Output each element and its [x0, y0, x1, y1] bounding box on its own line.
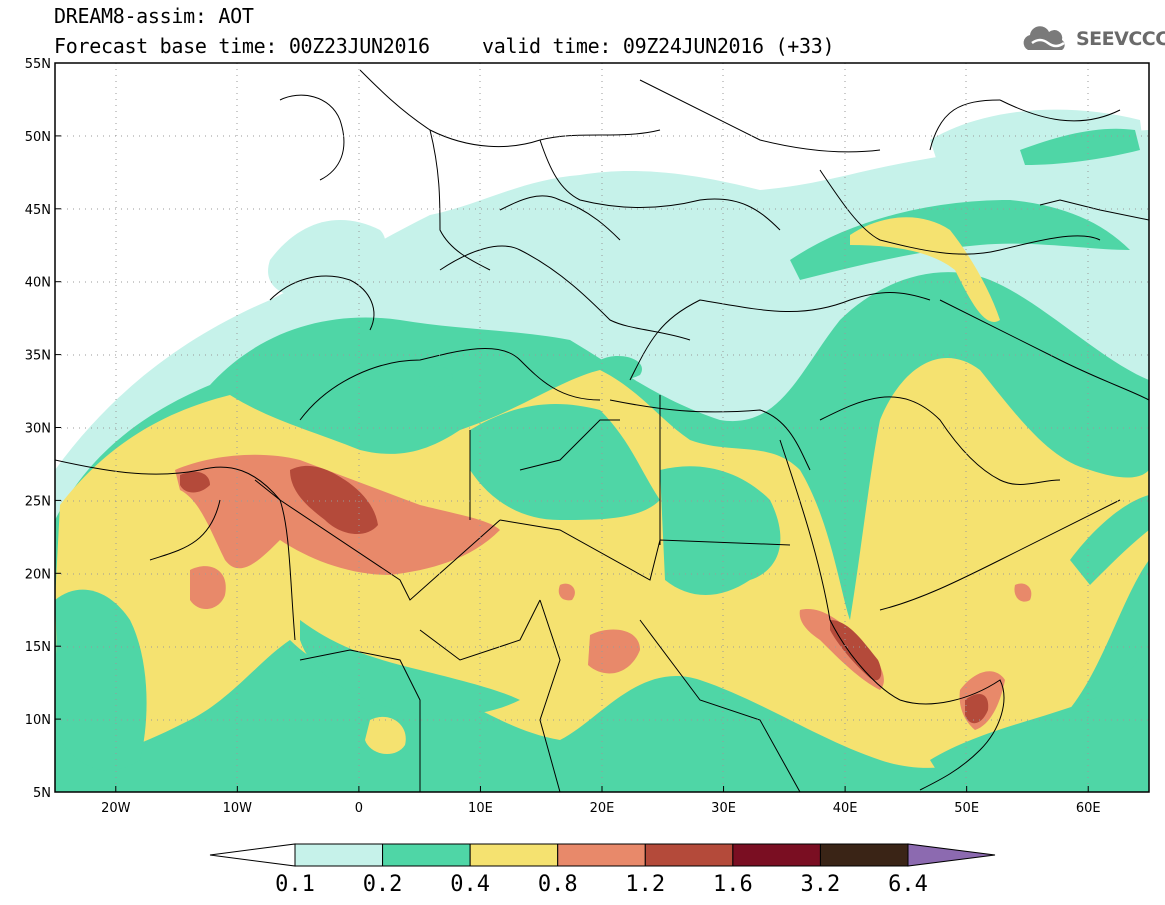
forecast-base-time: Forecast base time: 00Z23JUN2016 — [54, 34, 430, 58]
colorbar-segment — [557, 843, 646, 867]
lat-tick-label: 15N — [25, 640, 51, 655]
colorbar — [209, 843, 996, 867]
lat-tick-label: 10N — [25, 713, 51, 728]
lat-tick-label: 30N — [25, 422, 51, 437]
colorbar-label: 0.4 — [450, 872, 491, 897]
colorbar-label: 1.6 — [712, 872, 753, 897]
lat-tick-label: 5N — [33, 786, 51, 801]
colorbar-label: 0.1 — [275, 872, 315, 897]
lon-tick-label: 50E — [954, 801, 979, 816]
lat-tick-label: 45N — [25, 203, 51, 218]
colorbar-segment — [732, 843, 821, 867]
graticule — [55, 63, 1149, 792]
colorbar-low-arrow — [209, 843, 296, 867]
lon-tick-label: 30E — [711, 801, 736, 816]
lat-tick-label: 40N — [25, 276, 51, 291]
latitude-ticks: 5N 10N 15N 20N 25N 30N 35N 40N 45N 50N 55N — [25, 57, 61, 801]
lon-tick-label: 20E — [590, 801, 615, 816]
colorbar-high-arrow — [907, 843, 996, 867]
lon-tick-label: 60E — [1076, 801, 1101, 816]
logo-text: SEEVCCC — [1076, 28, 1165, 50]
map-title: DREAM8-assim: AOT — [54, 4, 254, 28]
lon-tick-label: 20W — [101, 801, 131, 816]
lat-tick-label: 25N — [25, 494, 51, 509]
lon-tick-label: 0 — [355, 801, 363, 816]
cloud-logo-icon — [1023, 26, 1065, 50]
country-boundaries — [55, 69, 1149, 792]
aot-field — [55, 109, 1149, 792]
colorbar-segment — [294, 843, 384, 867]
lat-tick-label: 50N — [25, 130, 51, 145]
colorbar-segment — [644, 843, 734, 867]
colorbar-label: 3.2 — [800, 872, 841, 897]
valid-time: valid time: 09Z24JUN2016 (+33) — [482, 34, 835, 58]
lat-tick-label: 35N — [25, 349, 51, 364]
lat-tick-label: 55N — [25, 57, 51, 72]
lon-tick-label: 10W — [223, 801, 253, 816]
lon-tick-label: 40E — [833, 801, 858, 816]
colorbar-segment — [469, 843, 559, 867]
colorbar-segment — [819, 843, 909, 867]
colorbar-label: 0.8 — [537, 872, 578, 897]
lon-tick-label: 10E — [468, 801, 493, 816]
colorbar-label: 6.4 — [888, 872, 928, 897]
longitude-ticks: 20W 10W 0 10E 20E 30E 40E 50E 60E — [101, 786, 1101, 816]
colorbar-label: 0.2 — [362, 872, 403, 897]
colorbar-segment — [382, 843, 471, 867]
lat-tick-label: 20N — [25, 567, 51, 582]
colorbar-label: 1.2 — [625, 872, 666, 897]
